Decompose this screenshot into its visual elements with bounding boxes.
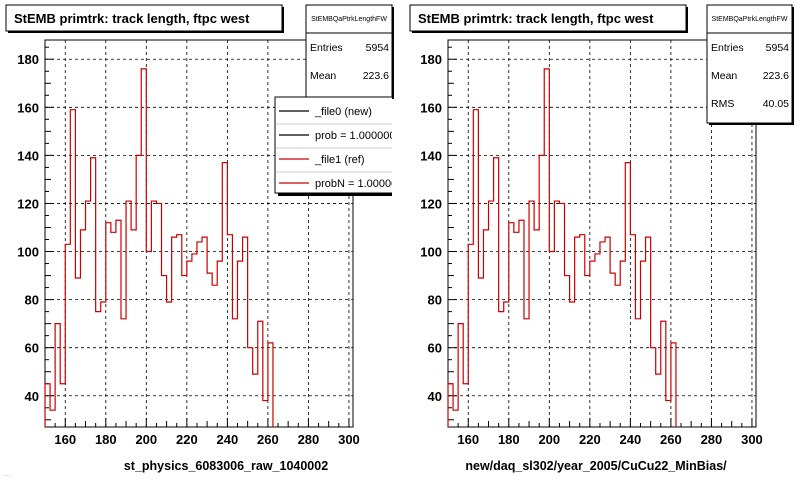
- chart-title: StEMB primtrk: track length, ftpc west: [14, 11, 250, 26]
- y-tick-label: 100: [420, 245, 442, 260]
- stats-label-rms: RMS: [711, 98, 734, 110]
- stats-label-entries: Entries: [310, 42, 343, 54]
- stats-value-entries: 5954: [766, 42, 790, 54]
- x-tick-label: 280: [701, 432, 723, 447]
- x-tick-label: 200: [538, 432, 560, 447]
- x-axis-title: st_physics_6083006_raw_1040002: [124, 459, 328, 473]
- y-tick-label: 40: [25, 389, 39, 404]
- x-tick-label: 300: [741, 432, 763, 447]
- x-tick-label: 220: [579, 432, 601, 447]
- x-tick-label: 260: [660, 432, 682, 447]
- legend-entry: _file0 (new): [314, 106, 372, 118]
- stats-box: [305, 4, 393, 98]
- y-tick-label: 160: [17, 100, 39, 115]
- x-axis-title: new/daq_sl302/year_2005/CuCu22_MinBias/: [465, 459, 727, 473]
- stats-histogram-name: StEMBQaPtrkLengthFW: [712, 16, 788, 23]
- legend-entry: _file1 (ref): [314, 154, 365, 166]
- stats-box: [706, 4, 793, 124]
- legend-box: [274, 96, 392, 194]
- title-box: [5, 4, 283, 32]
- stats-value-rms: 40.05: [763, 98, 789, 110]
- x-tick-label: 180: [498, 432, 520, 447]
- legend-row-separator: [276, 147, 392, 149]
- y-tick-label: 60: [25, 341, 39, 356]
- y-tick-label: 80: [428, 293, 442, 308]
- x-tick-label: 240: [620, 432, 642, 447]
- legend-row-separator: [276, 171, 392, 173]
- legend-entry: prob = 1.000000: [315, 130, 395, 142]
- stats-label-entries: Entries: [711, 42, 744, 54]
- y-tick-label: 100: [17, 245, 39, 260]
- stats-label-mean: Mean: [711, 70, 737, 82]
- legend-row-separator: [276, 123, 392, 125]
- y-tick-label: 120: [420, 196, 442, 211]
- x-tick-label: 160: [54, 432, 76, 447]
- legend: _file0 (new) prob = 1.000000 _file1 (ref) p…: [274, 96, 403, 196]
- y-tick-label: 120: [17, 196, 39, 211]
- stats-value-mean: 223.6: [363, 70, 389, 82]
- x-tick-label: 260: [257, 432, 279, 447]
- y-tick-label: 60: [428, 341, 442, 356]
- footer-text: ...: [4, 469, 11, 478]
- plot-frame: [447, 39, 757, 428]
- y-tick-label: 180: [17, 52, 39, 67]
- histogram-line: [44, 68, 274, 427]
- x-tick-label: 160: [457, 432, 479, 447]
- x-tick-label: 220: [176, 432, 198, 447]
- y-tick-label: 140: [420, 148, 442, 163]
- y-tick-label: 160: [420, 100, 442, 115]
- stats-histogram-name: StEMBQaPtrkLengthFW: [311, 16, 387, 23]
- y-tick-label: 140: [17, 148, 39, 163]
- x-tick-label: 200: [135, 432, 157, 447]
- x-tick-label: 300: [338, 432, 360, 447]
- y-tick-label: 80: [25, 293, 39, 308]
- x-tick-label: 240: [217, 432, 239, 447]
- x-tick-label: 280: [298, 432, 320, 447]
- y-tick-label: 40: [428, 389, 442, 404]
- stats-label-mean: Mean: [310, 70, 336, 82]
- histogram-panel-1: 160 180 200 220 240 260 280 300 40 60 80 100 120 140 1…: [5, 4, 403, 473]
- title-box: [409, 4, 687, 32]
- x-tick-label: 180: [95, 432, 117, 447]
- stats-value-entries: 5954: [366, 42, 390, 54]
- chart-title: StEMB primtrk: track length, ftpc west: [418, 11, 654, 26]
- stats-value-mean: 223.6: [763, 70, 789, 82]
- histogram-panel-2: 160 180 200 220 240 260 280 300 40 60 80 100 120 140 1…: [409, 4, 794, 473]
- y-tick-label: 180: [420, 52, 442, 67]
- legend-entry: probN = 1.000000: [315, 178, 403, 190]
- histogram-line: [447, 68, 677, 427]
